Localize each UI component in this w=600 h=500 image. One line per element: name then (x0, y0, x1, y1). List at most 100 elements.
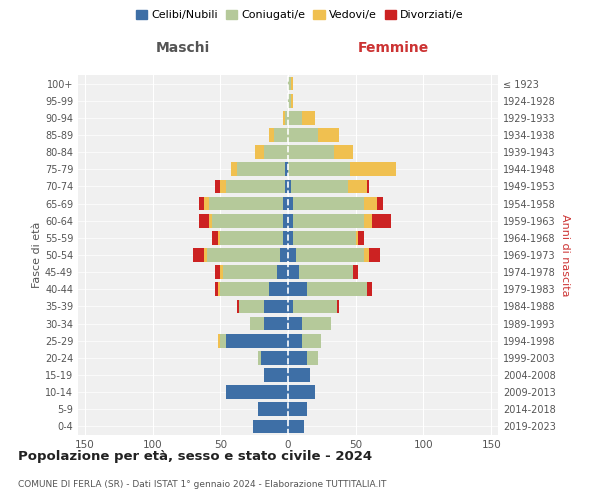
Bar (369, 248, 380, 262)
Bar (372, 214, 391, 228)
Bar (288, 180, 291, 194)
Bar (288, 162, 350, 176)
Bar (220, 231, 283, 244)
Bar (250, 316, 263, 330)
Bar (291, 94, 293, 108)
Bar (347, 180, 367, 194)
Bar (258, 351, 261, 364)
Bar (218, 282, 220, 296)
Bar (193, 248, 204, 262)
Bar (236, 300, 239, 314)
Bar (334, 146, 353, 159)
Bar (239, 300, 263, 314)
Bar (258, 402, 288, 416)
Bar (212, 231, 218, 244)
Bar (288, 111, 302, 124)
Y-axis label: Anni di nascita: Anni di nascita (560, 214, 569, 296)
Bar (283, 214, 288, 228)
Bar (285, 111, 288, 124)
Bar (212, 214, 283, 228)
Bar (223, 266, 277, 279)
Bar (226, 386, 288, 399)
Bar (288, 266, 299, 279)
Bar (274, 128, 288, 142)
Legend: Celibi/Nubili, Coniugati/e, Vedovi/e, Divorziati/e: Celibi/Nubili, Coniugati/e, Vedovi/e, Di… (132, 6, 468, 25)
Bar (318, 128, 340, 142)
Bar (285, 162, 288, 176)
Bar (231, 162, 236, 176)
Bar (367, 180, 369, 194)
Bar (277, 266, 288, 279)
Bar (288, 214, 293, 228)
Text: COMUNE DI FERLA (SR) - Dati ISTAT 1° gennaio 2024 - Elaborazione TUTTITALIA.IT: COMUNE DI FERLA (SR) - Dati ISTAT 1° gen… (18, 480, 386, 489)
Bar (350, 162, 397, 176)
Bar (288, 334, 302, 347)
Bar (288, 128, 318, 142)
Bar (209, 214, 212, 228)
Bar (285, 180, 288, 194)
Bar (263, 300, 288, 314)
Bar (288, 196, 293, 210)
Bar (280, 248, 288, 262)
Bar (288, 282, 307, 296)
Text: Maschi: Maschi (156, 41, 210, 55)
Bar (288, 300, 293, 314)
Bar (226, 334, 288, 347)
Text: Femmine: Femmine (358, 41, 428, 55)
Bar (226, 180, 285, 194)
Bar (288, 402, 307, 416)
Bar (288, 316, 302, 330)
Bar (288, 248, 296, 262)
Bar (307, 282, 367, 296)
Bar (288, 231, 293, 244)
Bar (288, 420, 304, 434)
Bar (199, 196, 204, 210)
Bar (204, 196, 209, 210)
Bar (288, 351, 307, 364)
Bar (288, 94, 291, 108)
Bar (220, 180, 226, 194)
Bar (215, 282, 218, 296)
Bar (293, 196, 364, 210)
Bar (364, 196, 377, 210)
Bar (204, 248, 207, 262)
Bar (218, 231, 220, 244)
Y-axis label: Fasce di età: Fasce di età (32, 222, 42, 288)
Bar (367, 282, 372, 296)
Bar (199, 214, 209, 228)
Bar (302, 334, 320, 347)
Bar (293, 214, 364, 228)
Bar (263, 368, 288, 382)
Bar (299, 266, 353, 279)
Bar (353, 266, 358, 279)
Bar (288, 368, 310, 382)
Bar (269, 282, 288, 296)
Bar (307, 351, 318, 364)
Bar (302, 111, 315, 124)
Bar (215, 266, 220, 279)
Bar (256, 146, 263, 159)
Bar (337, 300, 340, 314)
Bar (220, 266, 223, 279)
Bar (293, 300, 337, 314)
Bar (288, 386, 315, 399)
Bar (356, 231, 358, 244)
Bar (302, 316, 331, 330)
Bar (364, 248, 369, 262)
Bar (291, 76, 293, 90)
Bar (358, 231, 364, 244)
Bar (269, 128, 274, 142)
Bar (263, 316, 288, 330)
Bar (220, 282, 269, 296)
Bar (288, 146, 334, 159)
Bar (377, 196, 383, 210)
Bar (263, 146, 288, 159)
Bar (261, 351, 288, 364)
Bar (207, 248, 280, 262)
Bar (209, 196, 283, 210)
Bar (283, 231, 288, 244)
Text: Popolazione per età, sesso e stato civile - 2024: Popolazione per età, sesso e stato civil… (18, 450, 372, 463)
Bar (291, 180, 347, 194)
Bar (293, 231, 356, 244)
Bar (283, 111, 285, 124)
